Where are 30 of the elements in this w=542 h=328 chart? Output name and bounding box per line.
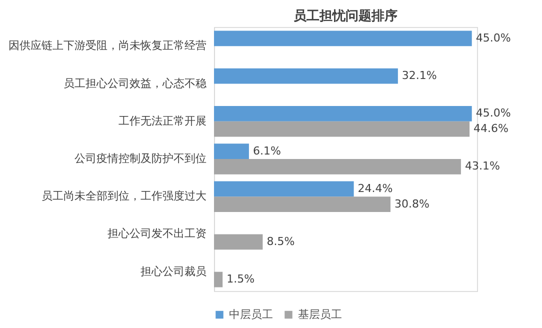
y-tick-label: 因供应链上下游受阻，尚未恢复正常经营 (8, 39, 206, 52)
legend-label: 基层员工 (298, 308, 342, 321)
data-label: 24.4% (358, 182, 393, 195)
y-tick-label: 员工担心公司效益，心态不稳 (64, 76, 206, 90)
y-tick-label: 工作无法正常开展 (118, 114, 206, 128)
bar (214, 144, 249, 159)
bar (214, 272, 223, 288)
bar (214, 181, 354, 197)
bar (214, 196, 390, 212)
y-tick-label: 员工尚未全部到位，工作强度过大 (42, 190, 206, 203)
chart-title: 员工担忧问题排序 (294, 8, 398, 24)
bar (214, 121, 470, 137)
data-label: 43.1% (464, 160, 500, 173)
data-label: 32.1% (402, 69, 437, 82)
bar (214, 106, 472, 122)
bar (214, 159, 461, 174)
legend-label: 中层员工 (229, 308, 273, 321)
bar (214, 30, 472, 46)
data-label: 45.0% (476, 106, 511, 120)
bar (214, 234, 263, 250)
data-label: 1.5% (226, 272, 255, 286)
y-tick-label: 担心公司发不出工资 (108, 227, 206, 240)
data-label: 6.1% (252, 144, 281, 158)
y-tick-label: 担心公司裁员 (140, 264, 206, 278)
data-label: 8.5% (266, 234, 295, 248)
data-label: 44.6% (474, 122, 509, 136)
data-label: 30.8% (394, 197, 430, 210)
bar (214, 68, 398, 84)
y-tick-label: 公司疫情控制及防护不到位 (74, 152, 206, 165)
data-label: 45.0% (476, 31, 511, 44)
